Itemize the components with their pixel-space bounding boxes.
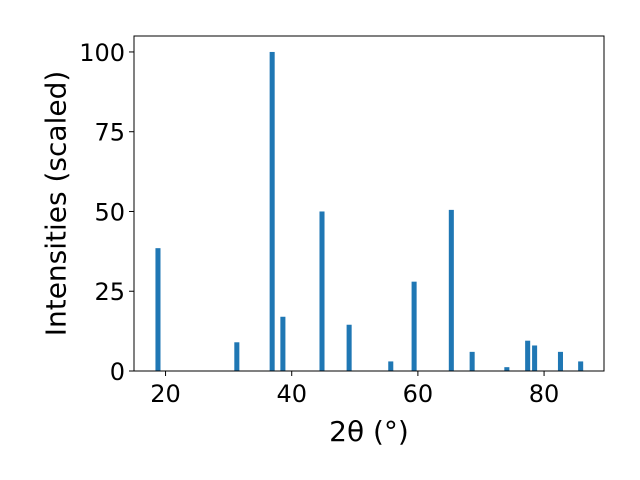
bar bbox=[155, 248, 161, 371]
bar bbox=[388, 361, 394, 371]
y-tick-label: 0 bbox=[110, 358, 125, 386]
bars-group bbox=[155, 51, 584, 371]
y-tick-label: 50 bbox=[94, 198, 125, 226]
y-axis-ticks: 0 25 50 75 100 bbox=[79, 39, 134, 386]
bar bbox=[280, 316, 286, 371]
x-tick-label: 40 bbox=[276, 380, 307, 408]
bar bbox=[578, 361, 584, 371]
x-axis-label: 2θ (°) bbox=[329, 415, 409, 448]
x-axis-ticks: 20 40 60 80 bbox=[150, 371, 559, 408]
y-tick-label: 100 bbox=[79, 39, 125, 67]
bar bbox=[269, 51, 275, 371]
x-tick-label: 60 bbox=[403, 380, 434, 408]
bar bbox=[469, 351, 475, 371]
bar bbox=[319, 211, 325, 371]
y-tick-label: 25 bbox=[94, 278, 125, 306]
bar bbox=[346, 324, 352, 371]
x-tick-label: 20 bbox=[150, 380, 181, 408]
y-tick-label: 75 bbox=[94, 119, 125, 147]
y-axis-label: Intensities (scaled) bbox=[40, 71, 73, 337]
plot-frame bbox=[133, 35, 605, 372]
bar bbox=[504, 367, 510, 371]
bar bbox=[525, 340, 531, 371]
bar bbox=[411, 281, 417, 371]
bar bbox=[448, 209, 454, 371]
x-tick-label: 80 bbox=[529, 380, 560, 408]
bar bbox=[532, 345, 538, 371]
bar bbox=[557, 351, 563, 371]
bar bbox=[234, 342, 240, 371]
